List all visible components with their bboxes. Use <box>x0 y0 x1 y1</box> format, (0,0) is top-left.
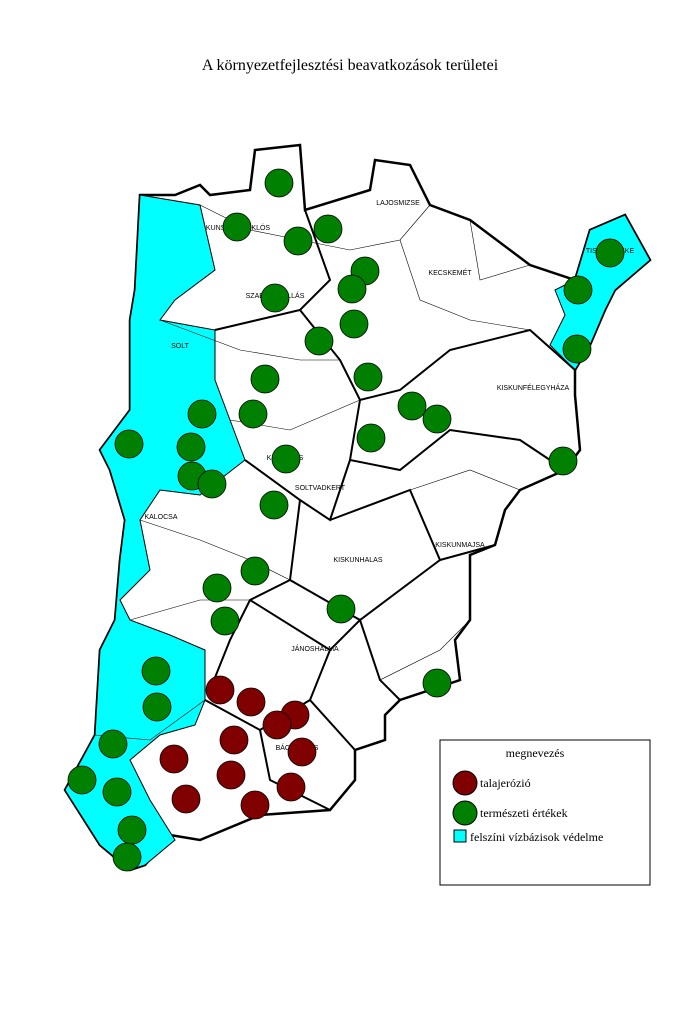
place-label: KECSKEMÉT <box>428 268 472 277</box>
nature-marker <box>98 729 128 759</box>
legend-title: megnevezés <box>506 746 565 760</box>
markers <box>67 168 625 872</box>
nature-marker <box>356 423 386 453</box>
nature-marker <box>260 283 290 313</box>
nature-marker <box>422 668 452 698</box>
nature-marker <box>397 391 427 421</box>
nature-marker <box>187 399 217 429</box>
nature-marker <box>563 275 593 305</box>
place-label: SOLTVADKERT <box>295 485 346 492</box>
legend-swatch-nature <box>452 800 478 826</box>
erosion-marker <box>171 784 201 814</box>
place-label: LAJOSMIZSE <box>376 200 420 207</box>
nature-marker <box>264 168 294 198</box>
nature-marker <box>197 469 227 499</box>
nature-marker <box>259 490 289 520</box>
nature-marker <box>141 656 171 686</box>
nature-marker <box>210 606 240 636</box>
nature-marker <box>353 362 383 392</box>
municipal-borders <box>94 204 531 741</box>
nature-marker <box>313 214 343 244</box>
map-title: A környezetfejlesztési beavatkozások ter… <box>202 57 499 74</box>
place-label: KISKUNMAJSA <box>435 542 485 549</box>
erosion-marker <box>159 744 189 774</box>
place-label: SOLT <box>171 343 189 350</box>
erosion-marker <box>216 760 246 790</box>
nature-marker <box>142 692 172 722</box>
erosion-marker <box>240 790 270 820</box>
nature-marker <box>595 238 625 268</box>
nature-marker <box>337 274 367 304</box>
place-label: KISKUNHALAS <box>333 557 382 564</box>
nature-marker <box>326 594 356 624</box>
erosion-marker <box>219 725 249 755</box>
nature-marker <box>202 573 232 603</box>
nature-marker <box>222 212 252 242</box>
legend-label: természeti értékek <box>480 806 568 820</box>
nature-marker <box>304 326 334 356</box>
place-label: KALOCSA <box>144 514 177 521</box>
water-area-west <box>64 194 246 871</box>
nature-marker <box>102 777 132 807</box>
nature-marker <box>339 309 369 339</box>
nature-marker <box>112 842 142 872</box>
erosion-marker <box>205 675 235 705</box>
nature-marker <box>283 226 313 256</box>
erosion-marker <box>276 772 306 802</box>
nature-marker <box>562 334 592 364</box>
nature-marker <box>117 815 147 845</box>
nature-marker <box>271 444 301 474</box>
legend-swatch-erosion <box>452 770 478 796</box>
nature-marker <box>238 399 268 429</box>
legend-label: felszíni vízbázisok védelme <box>470 830 603 844</box>
erosion-marker <box>287 737 317 767</box>
legend-label: talajerózió <box>480 776 531 790</box>
nature-marker <box>114 429 144 459</box>
nature-marker <box>422 404 452 434</box>
legend-swatch-water <box>453 829 467 843</box>
nature-marker <box>67 765 97 795</box>
erosion-marker <box>262 710 292 740</box>
nature-marker <box>548 446 578 476</box>
place-label: KISKUNFÉLEGYHÁZA <box>497 383 570 392</box>
erosion-marker <box>236 687 266 717</box>
nature-marker <box>240 556 270 586</box>
water-area-east <box>549 214 651 371</box>
place-label: JÁNOSHALMA <box>291 644 339 653</box>
nature-marker <box>176 432 206 462</box>
nature-marker <box>250 364 280 394</box>
